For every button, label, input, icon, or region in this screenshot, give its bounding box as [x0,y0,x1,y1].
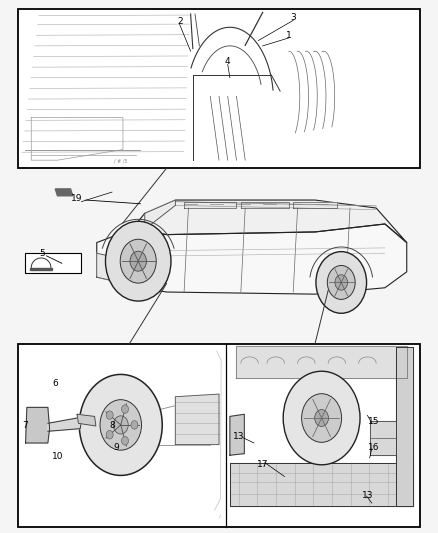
Polygon shape [145,200,175,229]
Polygon shape [55,189,73,196]
Text: 4: 4 [225,58,230,66]
Circle shape [121,437,128,445]
Text: 15: 15 [368,417,380,426]
Polygon shape [77,414,96,426]
Polygon shape [48,418,81,431]
Polygon shape [396,348,413,506]
Polygon shape [230,414,244,455]
Circle shape [314,409,328,426]
Text: 10: 10 [52,453,63,462]
Text: / # /5: / # /5 [114,159,128,164]
Circle shape [106,221,171,301]
Polygon shape [184,201,237,208]
Circle shape [130,251,146,271]
Bar [25,253,81,273]
Text: 5: 5 [39,249,45,258]
Circle shape [131,421,138,429]
Circle shape [121,405,128,413]
Text: 19: 19 [71,194,83,203]
Polygon shape [132,200,407,243]
Polygon shape [97,253,132,285]
Text: 8: 8 [109,422,115,431]
Circle shape [106,431,113,439]
Polygon shape [241,201,289,208]
Text: 9: 9 [113,443,119,452]
Polygon shape [237,346,407,378]
Bar [18,344,420,527]
Circle shape [113,416,128,434]
Polygon shape [25,407,49,443]
Bar [20,11,188,165]
Bar [18,9,420,168]
Polygon shape [370,421,396,455]
Polygon shape [97,224,407,294]
Text: 3: 3 [290,13,296,22]
Circle shape [106,411,113,419]
Circle shape [120,239,156,283]
Polygon shape [293,201,337,208]
Circle shape [283,371,360,465]
Circle shape [79,374,162,475]
Text: 7: 7 [23,422,28,431]
Text: 6: 6 [53,379,58,388]
Text: 17: 17 [257,461,268,469]
Polygon shape [175,394,219,445]
Text: 13: 13 [362,490,373,499]
Text: 13: 13 [233,432,244,441]
Text: 16: 16 [368,443,380,452]
Polygon shape [230,463,413,506]
Polygon shape [30,268,52,270]
Text: 1: 1 [286,31,292,40]
Circle shape [316,252,367,313]
Text: 2: 2 [177,18,183,27]
Circle shape [327,265,355,300]
Circle shape [100,400,141,450]
Circle shape [335,274,348,290]
Circle shape [302,394,342,442]
